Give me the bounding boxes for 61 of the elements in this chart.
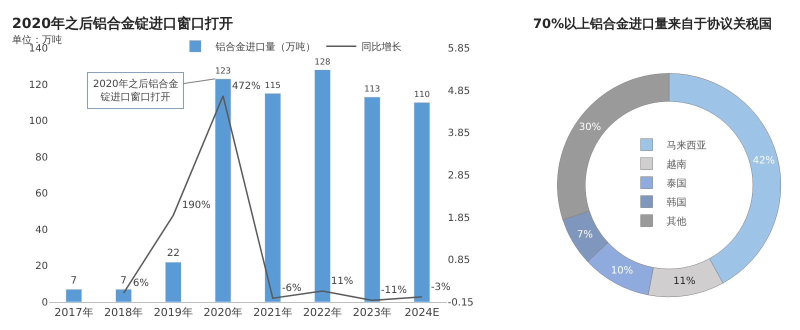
x-tick-label: 2017年 — [54, 306, 94, 320]
x-tick-label: 2019年 — [154, 306, 193, 320]
legend-label: 韩国 — [666, 196, 687, 209]
data-label: 30% — [578, 122, 602, 134]
bar — [414, 102, 430, 302]
data-label: 11% — [673, 276, 696, 288]
y-tick-label: 20 — [35, 261, 48, 272]
y-tick-label: 40 — [35, 224, 48, 236]
data-label: 190% — [182, 200, 211, 211]
bar — [264, 93, 281, 302]
legend-label: 马来西亚 — [666, 140, 707, 152]
y2-tick-label: 1.85 — [448, 212, 470, 224]
data-label: 7% — [576, 229, 593, 240]
y-tick-label: 80 — [35, 152, 48, 164]
x-tick-label: 2023年 — [352, 306, 392, 320]
y2-tick-label: 4.85 — [448, 86, 470, 97]
data-label: 10% — [610, 265, 634, 276]
x-tick-label: 2021年 — [253, 306, 292, 320]
data-label: -3% — [431, 282, 450, 293]
bar — [364, 96, 380, 302]
legend-label: 铝合金进口量（万吨） — [214, 41, 316, 54]
legend-label: 越南 — [666, 158, 687, 171]
y2-tick-label: 5.85 — [448, 44, 470, 54]
bar — [314, 70, 331, 302]
y2-tick-label: -0.15 — [448, 298, 474, 308]
data-label: 472% — [232, 81, 261, 92]
data-label: 7 — [70, 275, 78, 286]
data-label: 128 — [314, 56, 330, 66]
y2-tick-label: 2.85 — [448, 170, 470, 182]
legend-label: 同比增长 — [361, 41, 402, 54]
y-tick-label: 120 — [28, 80, 48, 91]
legend-label: 泰国 — [666, 178, 687, 190]
x-tick-label: 2018年 — [104, 306, 144, 320]
bar — [66, 289, 82, 302]
y2-tick-label: 3.85 — [448, 128, 470, 140]
annotation: 2020年之后铝合金锭进口窗口打开 — [93, 78, 178, 103]
bar — [214, 78, 232, 302]
y-tick-label: 0 — [42, 298, 48, 308]
y-tick-label: 100 — [28, 116, 48, 128]
chart-title: 2020年之后铝合金锭进口窗口打开 — [12, 15, 233, 32]
y-tick-label: 60 — [35, 188, 48, 200]
data-label: 42% — [752, 155, 775, 166]
bar — [165, 262, 182, 302]
data-label: 6% — [133, 278, 149, 289]
data-label: 11% — [331, 276, 354, 287]
y2-tick-label: 0.85 — [448, 255, 470, 266]
data-label: -11% — [381, 285, 407, 296]
legend-label: 其他 — [666, 216, 687, 228]
y-tick-label: 140 — [28, 44, 48, 54]
data-label: 7 — [120, 275, 127, 286]
data-label: 22 — [166, 248, 180, 260]
bar — [115, 289, 132, 302]
data-label: 110 — [414, 88, 430, 99]
x-tick-label: 2020年 — [204, 306, 243, 320]
data-label: 115 — [264, 80, 281, 90]
x-tick-label: 2022年 — [302, 306, 342, 320]
chart-title: 70%以上铝合金进口量来自于协议关税国 — [533, 16, 772, 32]
data-label: 123 — [215, 65, 231, 76]
data-label: 113 — [364, 83, 380, 94]
data-label: -6% — [282, 283, 302, 294]
x-tick-label: 2024E — [404, 306, 440, 320]
